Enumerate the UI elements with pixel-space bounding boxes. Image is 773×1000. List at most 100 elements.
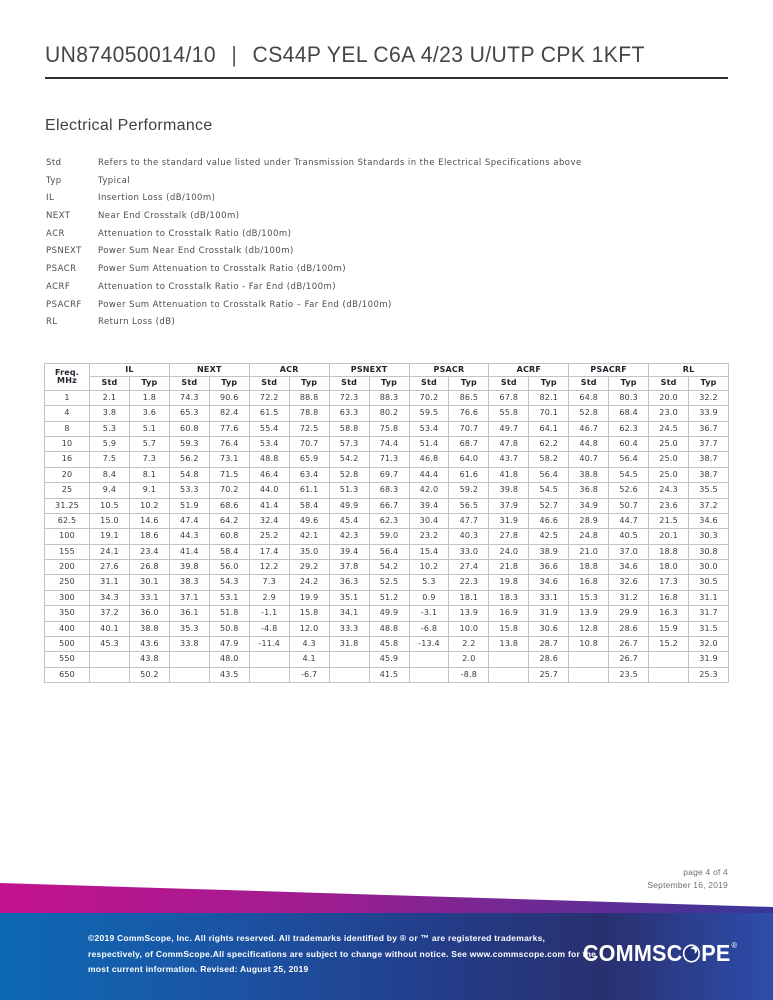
value-cell: 24.1 <box>89 543 130 561</box>
value-cell: 2.2 <box>448 636 490 653</box>
value-cell: 53.4 <box>248 435 290 453</box>
value-cell: 82.4 <box>208 405 250 422</box>
freq-cell: 250 <box>44 574 90 591</box>
value-cell: 30.5 <box>688 574 729 591</box>
value-cell: 29.2 <box>288 559 330 576</box>
value-cell: 56.5 <box>448 497 490 514</box>
freq-cell: 200 <box>44 559 90 576</box>
value-cell: 77.6 <box>208 420 250 437</box>
value-cell: 49.9 <box>368 605 410 622</box>
value-cell: 47.9 <box>208 636 250 653</box>
value-cell: 58.4 <box>288 497 330 514</box>
value-cell: 36.3 <box>328 574 370 591</box>
value-cell: 9.4 <box>89 482 130 499</box>
value-cell: 54.5 <box>528 482 570 499</box>
value-cell: 12.2 <box>248 559 290 576</box>
value-cell: -1.1 <box>248 605 290 622</box>
value-cell: 56.0 <box>208 559 250 576</box>
column-subheader: Std <box>328 376 370 391</box>
value-cell: 7.3 <box>128 451 170 468</box>
value-cell: 24.0 <box>488 543 530 561</box>
freq-cell: 8 <box>44 420 90 437</box>
freq-cell: 1 <box>44 389 90 407</box>
value-cell: 37.9 <box>488 497 530 514</box>
value-cell: 43.7 <box>488 451 530 468</box>
value-cell: 30.6 <box>528 620 570 638</box>
value-cell: 31.9 <box>688 651 729 668</box>
value-cell <box>408 666 450 684</box>
column-subheader: Typ <box>528 376 570 391</box>
value-cell: 15.0 <box>89 512 130 530</box>
column-subheader: Std <box>488 376 530 391</box>
value-cell: 51.3 <box>328 482 370 499</box>
column-subheader: Std <box>168 376 210 391</box>
value-cell: 58.2 <box>528 451 570 468</box>
value-cell: 54.3 <box>208 574 250 591</box>
page-date: September 16, 2019 <box>647 879 728 890</box>
value-cell: 13.9 <box>568 605 610 622</box>
value-cell: 61.1 <box>288 482 330 499</box>
legal-line: respectively, of CommScope.All specifica… <box>88 948 597 959</box>
value-cell: 42.3 <box>328 528 370 545</box>
header-rule <box>45 77 728 79</box>
value-cell: 33.1 <box>528 589 570 607</box>
value-cell: 50.2 <box>128 666 170 684</box>
value-cell: 59.3 <box>168 435 210 453</box>
value-cell: 26.7 <box>608 636 650 653</box>
value-cell: 2.9 <box>248 589 290 607</box>
value-cell: 60.8 <box>208 528 250 545</box>
value-cell: 20.1 <box>648 528 690 545</box>
value-cell: 59.0 <box>368 528 410 545</box>
value-cell: 64.1 <box>528 420 570 437</box>
value-cell: 59.5 <box>408 405 450 422</box>
value-cell: 5.3 <box>89 420 130 437</box>
definition-term: ACRF <box>46 281 71 292</box>
value-cell: 37.8 <box>328 559 370 576</box>
value-cell: 70.7 <box>448 420 490 437</box>
value-cell: 66.7 <box>368 497 410 514</box>
definition-description: Power Sum Near End Crosstalk (db/100m) <box>98 246 294 257</box>
value-cell: 30.4 <box>408 512 450 530</box>
commscope-swirl-icon <box>683 944 701 963</box>
definition-term: ACR <box>46 228 65 239</box>
value-cell: 50.7 <box>608 497 650 514</box>
value-cell: 13.8 <box>488 636 530 653</box>
value-cell: -11.4 <box>248 636 290 653</box>
value-cell: -6.7 <box>288 666 330 684</box>
column-subheader: Std <box>89 376 130 391</box>
value-cell: 54.2 <box>368 559 410 576</box>
value-cell: 44.4 <box>408 466 450 484</box>
column-subheader: Typ <box>608 376 650 391</box>
value-cell: 86.5 <box>448 389 490 407</box>
value-cell: 18.0 <box>648 559 690 576</box>
value-cell: 61.5 <box>248 405 290 422</box>
value-cell: 2.0 <box>448 651 490 668</box>
value-cell: 34.6 <box>528 574 570 591</box>
value-cell: 0.9 <box>408 589 450 607</box>
value-cell: 35.3 <box>168 620 210 638</box>
table-row: 31.25 10.5 10.2 51.9 68.6 41.4 58.4 49.9 66.7 39.… <box>44 497 729 514</box>
value-cell: 24.3 <box>648 482 690 499</box>
column-subheader: Std <box>648 376 690 391</box>
value-cell: 64.8 <box>568 389 610 407</box>
definition-row: ACR Attenuation to Crosstalk Ratio (dB/10… <box>46 230 733 239</box>
value-cell: 10.5 <box>89 497 130 514</box>
definition-row: PSACR Power Sum Attenuation to Crosstalk … <box>46 265 733 274</box>
value-cell: 71.5 <box>208 466 250 484</box>
value-cell: 53.4 <box>408 420 450 437</box>
value-cell: 39.4 <box>408 497 450 514</box>
freq-cell: 4 <box>44 405 90 422</box>
value-cell: 48.8 <box>248 451 290 468</box>
value-cell: 36.8 <box>568 482 610 499</box>
value-cell: 53.1 <box>208 589 250 607</box>
value-cell: 42.1 <box>288 528 330 545</box>
value-cell: 10.2 <box>408 559 450 576</box>
value-cell: 41.5 <box>368 666 410 684</box>
definition-row: NEXT Near End Crosstalk (dB/100m) <box>46 212 733 221</box>
value-cell: 33.0 <box>448 543 490 561</box>
value-cell: 21.8 <box>488 559 530 576</box>
value-cell: 37.1 <box>168 589 210 607</box>
value-cell: 25.2 <box>248 528 290 545</box>
value-cell: 61.6 <box>448 466 490 484</box>
